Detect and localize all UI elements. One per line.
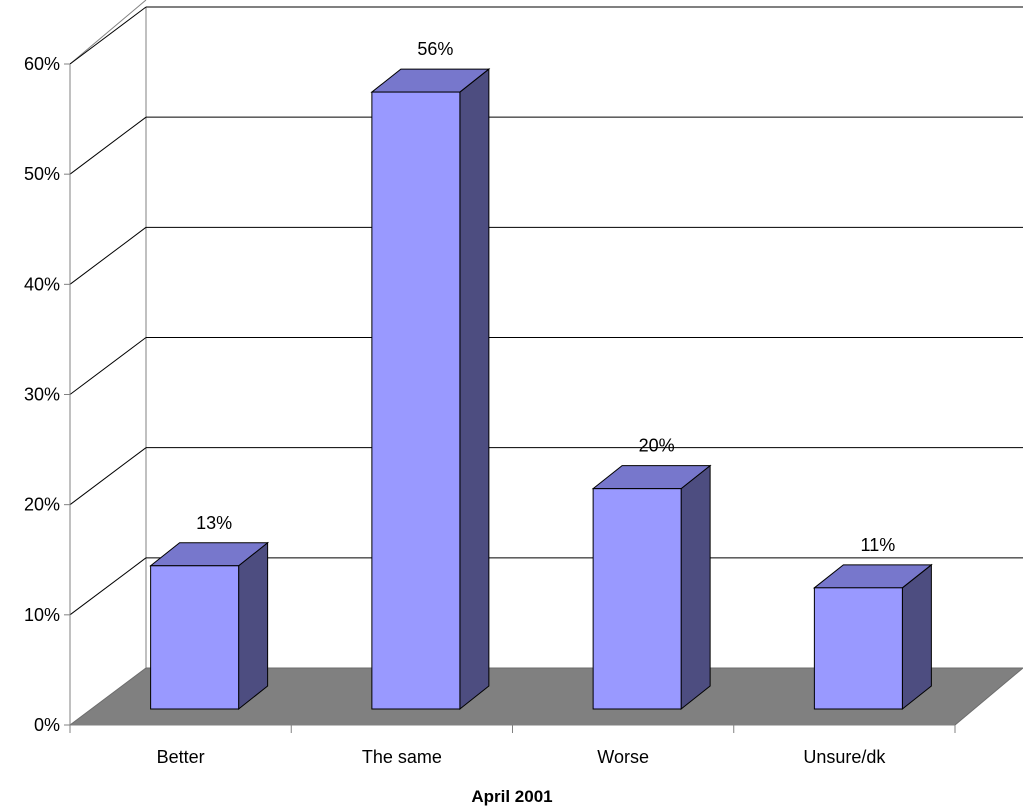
bar-side-face [680,464,711,711]
gridline-side [69,337,147,395]
gridline-side [69,226,147,285]
bar-front-face [150,565,240,710]
bar-front-face [813,587,903,710]
bar-side-face [901,563,932,711]
chart-walls [69,0,1023,668]
y-tick-label: 30% [24,385,60,405]
x-tick-label: Unsure/dk [803,747,886,767]
x-tick-label: The same [362,747,442,767]
bar [812,563,933,711]
bar-side-face [459,68,490,711]
gridline-side [69,447,147,506]
data-label: 11% [861,535,896,555]
bar-front-face [371,91,461,710]
x-tick-label: Better [157,747,205,767]
bar-front-face [592,488,682,710]
y-tick-label: 50% [24,164,60,184]
gridline-side [69,557,147,616]
y-tick-label: 60% [24,54,60,74]
x-axis-title: April 2001 [471,787,552,806]
gridline-side [69,116,147,175]
side-wall-top-edge [69,0,147,65]
y-tick-label: 0% [34,715,60,735]
bar [149,541,270,711]
x-tick-label: Worse [597,747,649,767]
x-axis: Better The same Worse Unsure/dk [69,724,956,767]
y-axis: 0% 10% 20% 30% 40% 50% 60% [24,54,71,735]
data-label: 20% [639,436,675,456]
y-tick-label: 40% [24,274,60,294]
data-label: 13% [196,513,232,533]
y-tick-label: 10% [24,605,60,625]
bar-side-face [238,541,269,711]
bar [370,68,491,711]
data-label: 56% [417,39,453,59]
bar-series: 13% 56% 20% 11% [149,39,933,711]
bar [591,464,712,711]
gridline-side [69,6,147,65]
y-tick-label: 20% [24,495,60,515]
